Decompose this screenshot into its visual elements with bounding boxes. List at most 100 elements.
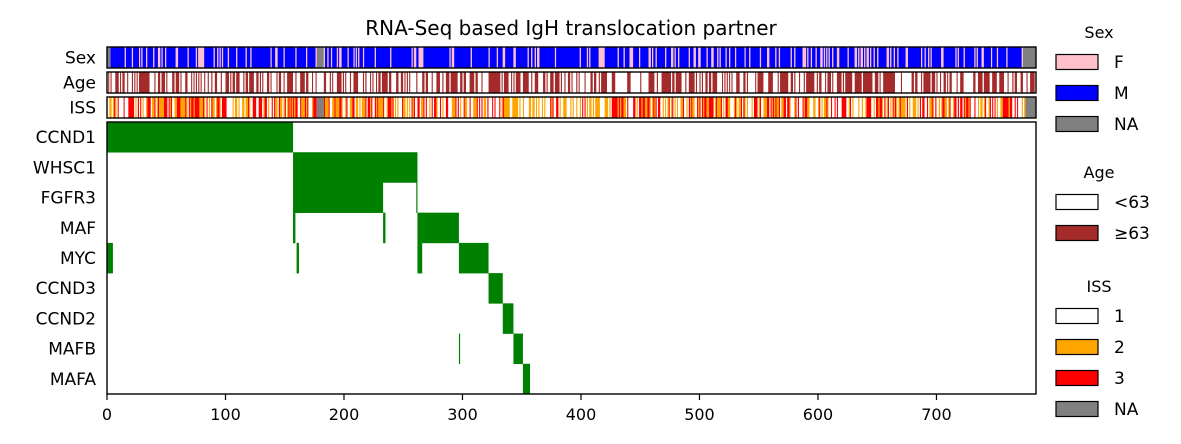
track-cell <box>755 72 757 93</box>
track-cell <box>627 72 631 93</box>
track-cell <box>923 72 931 93</box>
track-cell <box>246 47 251 68</box>
track-cell <box>998 47 1007 68</box>
track-cell <box>450 47 452 68</box>
track-cell <box>656 72 659 93</box>
track-cell <box>199 97 203 118</box>
track-cell <box>836 47 840 68</box>
track-cell <box>826 47 828 68</box>
track-cell <box>217 72 221 93</box>
track-cell <box>963 72 974 93</box>
track-cell <box>500 72 502 93</box>
track-cell <box>666 47 672 68</box>
track-cell <box>216 97 218 118</box>
track-cell <box>1021 97 1023 118</box>
track-cell <box>745 47 750 68</box>
track-cell <box>663 97 666 118</box>
track-cell <box>124 47 126 68</box>
track-cell <box>759 47 762 68</box>
track-cell <box>790 47 792 68</box>
track-cell <box>135 72 137 93</box>
track-cell <box>480 97 482 118</box>
track-cell <box>790 97 795 118</box>
legend-swatch <box>1055 307 1099 325</box>
track-cell <box>906 97 909 118</box>
track-cell <box>463 72 467 93</box>
track-cell <box>409 72 411 93</box>
track-cell <box>336 47 339 68</box>
track-cell <box>294 97 296 118</box>
track-cell <box>180 97 186 118</box>
track-cell <box>135 97 137 118</box>
legend-title: Sex <box>1084 23 1113 42</box>
track-cell <box>800 72 804 93</box>
track-cell <box>698 47 701 68</box>
track-cell <box>610 97 612 118</box>
track-cell <box>829 47 833 68</box>
track-cell <box>849 97 852 118</box>
track-cell <box>925 47 929 68</box>
row-ccnd3: CCND3 <box>36 273 503 304</box>
track-cell <box>293 72 296 93</box>
track-cell <box>295 97 298 118</box>
track-cell <box>206 97 208 118</box>
track-cell <box>157 97 160 118</box>
track-cell <box>288 97 290 118</box>
track-cell <box>745 72 747 93</box>
track-cell <box>870 47 872 68</box>
track-cell <box>853 97 859 118</box>
track-cell <box>929 47 931 68</box>
track-cell <box>153 47 155 68</box>
track-cell <box>1012 97 1015 118</box>
track-cell <box>661 72 672 93</box>
track-cell <box>473 97 477 118</box>
track-cell <box>990 97 993 118</box>
track-cell <box>398 72 401 93</box>
track-cell <box>213 47 215 68</box>
legend-label: ≥63 <box>1114 224 1150 244</box>
track-cell <box>503 72 509 93</box>
track-cell <box>878 47 887 68</box>
track-cell <box>757 97 759 118</box>
track-cell <box>980 97 983 118</box>
track-cell <box>589 47 591 68</box>
track-cell <box>791 47 795 68</box>
track-cell <box>417 97 420 118</box>
track-cell <box>541 97 544 118</box>
track-cell <box>973 72 976 93</box>
track-cell <box>271 47 276 68</box>
track-cell <box>679 47 689 68</box>
track-cell <box>943 47 956 68</box>
track-cell <box>502 97 504 118</box>
track-cell <box>432 72 437 93</box>
track-cell <box>389 72 392 93</box>
track-cell <box>281 72 284 93</box>
track-cell <box>720 47 726 68</box>
track-cell <box>443 97 446 118</box>
track-cell <box>205 97 207 118</box>
track-cell <box>374 97 376 118</box>
track-cell <box>611 97 618 118</box>
track-cell <box>883 97 885 118</box>
track-cell <box>237 47 246 68</box>
track-cell <box>992 97 994 118</box>
track-cell <box>862 47 865 68</box>
track-cell <box>817 97 820 118</box>
track-cell <box>386 97 388 118</box>
legend-label: NA <box>1114 400 1139 420</box>
track-cell <box>807 47 809 68</box>
track-cell <box>900 97 906 118</box>
track-cell <box>494 97 496 118</box>
track-cell <box>671 97 673 118</box>
track-cell <box>668 97 670 118</box>
track-cell <box>1022 47 1036 68</box>
track-cell <box>342 97 346 118</box>
row-label-mafb: MAFB <box>48 340 96 360</box>
track-cell <box>502 72 504 93</box>
track-cell <box>239 97 243 118</box>
track-cell <box>185 97 187 118</box>
track-cell <box>917 72 922 93</box>
translocation-cell <box>293 152 418 183</box>
track-cell <box>358 72 363 93</box>
